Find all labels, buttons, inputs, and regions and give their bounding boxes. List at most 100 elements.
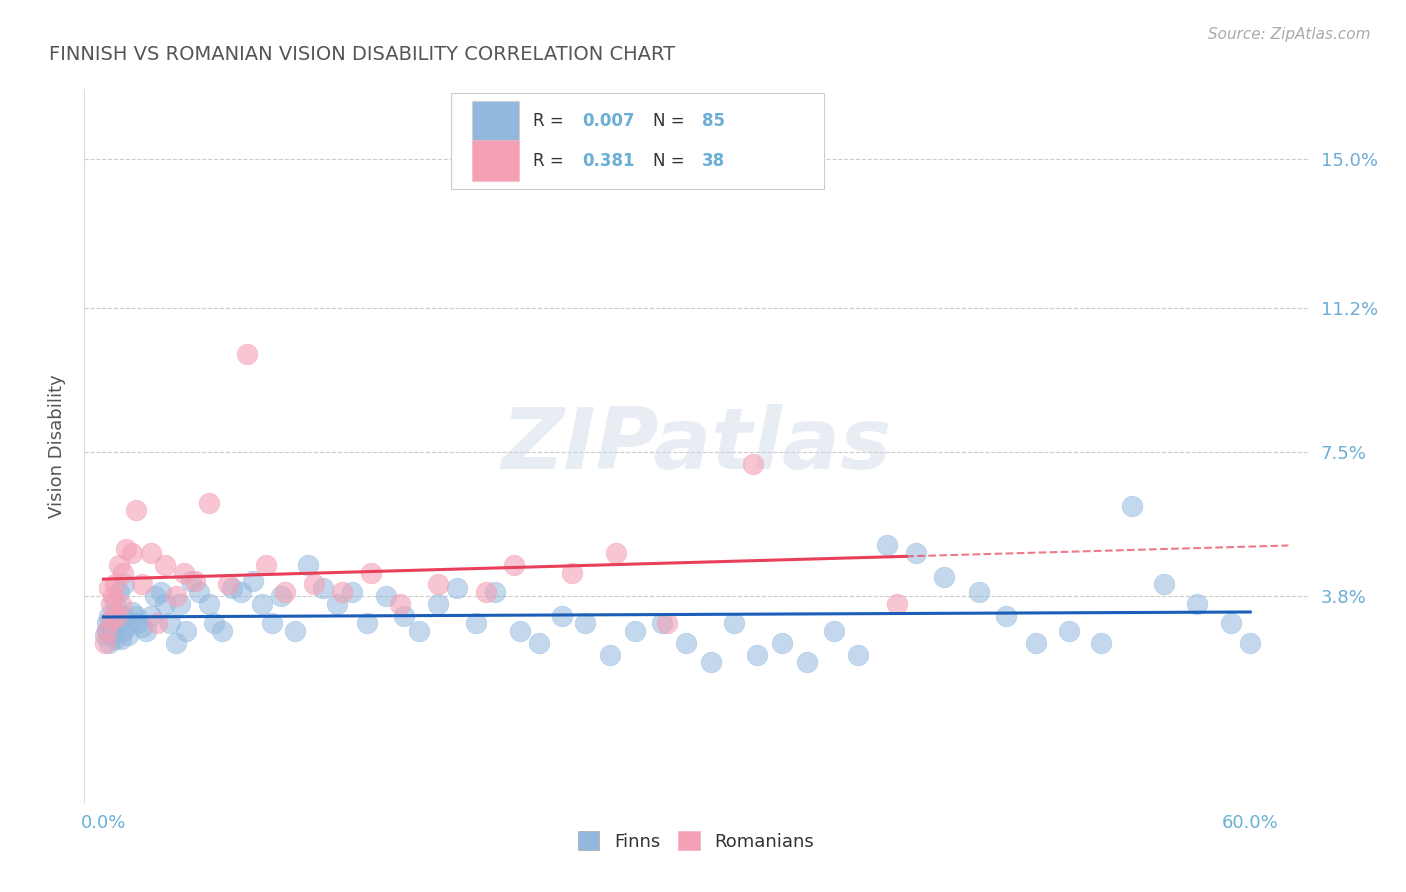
Point	[111, 624, 134, 639]
Point	[125, 608, 148, 623]
Point	[624, 624, 647, 639]
Point	[375, 589, 398, 603]
Point	[121, 546, 143, 560]
Text: R =: R =	[533, 152, 575, 169]
Text: N =: N =	[654, 112, 690, 130]
Point	[1025, 636, 1047, 650]
Point	[250, 597, 273, 611]
Point	[174, 624, 197, 639]
Text: 85: 85	[702, 112, 725, 130]
Point	[1121, 500, 1143, 514]
Point	[274, 585, 297, 599]
Point	[153, 597, 176, 611]
Point	[297, 558, 319, 572]
Point	[742, 457, 765, 471]
Point	[967, 585, 990, 599]
Point	[101, 628, 124, 642]
Point	[169, 597, 191, 611]
Point	[426, 597, 449, 611]
Point	[605, 546, 627, 560]
Text: Source: ZipAtlas.com: Source: ZipAtlas.com	[1208, 27, 1371, 42]
Point	[426, 577, 449, 591]
FancyBboxPatch shape	[472, 101, 519, 142]
Point	[1057, 624, 1080, 639]
Point	[184, 574, 207, 588]
Point	[509, 624, 531, 639]
Point	[94, 636, 117, 650]
Point	[135, 624, 157, 639]
Text: N =: N =	[654, 152, 690, 169]
Point	[229, 585, 252, 599]
Point	[180, 574, 202, 588]
Point	[100, 616, 122, 631]
Point	[325, 597, 347, 611]
Point	[202, 616, 225, 631]
Point	[1220, 616, 1243, 631]
Point	[465, 616, 488, 631]
Point	[188, 585, 211, 599]
Point	[796, 656, 818, 670]
Point	[107, 585, 129, 599]
Point	[561, 566, 583, 580]
FancyBboxPatch shape	[451, 93, 824, 189]
Point	[994, 608, 1017, 623]
Point	[104, 577, 127, 591]
Point	[153, 558, 176, 572]
Point	[121, 605, 143, 619]
Text: R =: R =	[533, 112, 569, 130]
Point	[1185, 597, 1208, 611]
Point	[1090, 636, 1112, 650]
Text: 0.381: 0.381	[582, 152, 634, 169]
Point	[599, 648, 621, 662]
Point	[104, 597, 127, 611]
Point	[284, 624, 307, 639]
Point	[98, 582, 121, 596]
Point	[392, 608, 415, 623]
Point	[141, 546, 163, 560]
Point	[114, 577, 136, 591]
Point	[101, 589, 124, 603]
Point	[551, 608, 574, 623]
Point	[131, 577, 153, 591]
Point	[115, 620, 138, 634]
Point	[105, 613, 128, 627]
Point	[100, 597, 122, 611]
Point	[149, 585, 172, 599]
Point	[211, 624, 233, 639]
Text: ZIPatlas: ZIPatlas	[501, 404, 891, 488]
Point	[98, 608, 121, 623]
Y-axis label: Vision Disability: Vision Disability	[48, 374, 66, 518]
Point	[100, 613, 122, 627]
Point	[876, 538, 898, 552]
Point	[657, 616, 679, 631]
Point	[651, 616, 673, 631]
Point	[117, 628, 139, 642]
Point	[332, 585, 354, 599]
Point	[197, 597, 219, 611]
Point	[107, 616, 129, 631]
Point	[360, 566, 382, 580]
Text: FINNISH VS ROMANIAN VISION DISABILITY CORRELATION CHART: FINNISH VS ROMANIAN VISION DISABILITY CO…	[49, 45, 675, 63]
Point	[529, 636, 551, 650]
Point	[146, 616, 169, 631]
Point	[111, 566, 134, 580]
Text: 38: 38	[702, 152, 725, 169]
Point	[110, 597, 132, 611]
Point	[107, 558, 129, 572]
Point	[96, 624, 118, 639]
Point	[574, 616, 596, 631]
Point	[388, 597, 411, 611]
Point	[260, 616, 283, 631]
Point	[104, 632, 127, 646]
Point	[101, 620, 124, 634]
Point	[747, 648, 769, 662]
Point	[484, 585, 506, 599]
Point	[221, 582, 243, 596]
Point	[254, 558, 277, 572]
Point	[503, 558, 526, 572]
Point	[848, 648, 870, 662]
Point	[312, 582, 335, 596]
Point	[98, 636, 121, 650]
Point	[270, 589, 292, 603]
Point	[236, 347, 259, 361]
